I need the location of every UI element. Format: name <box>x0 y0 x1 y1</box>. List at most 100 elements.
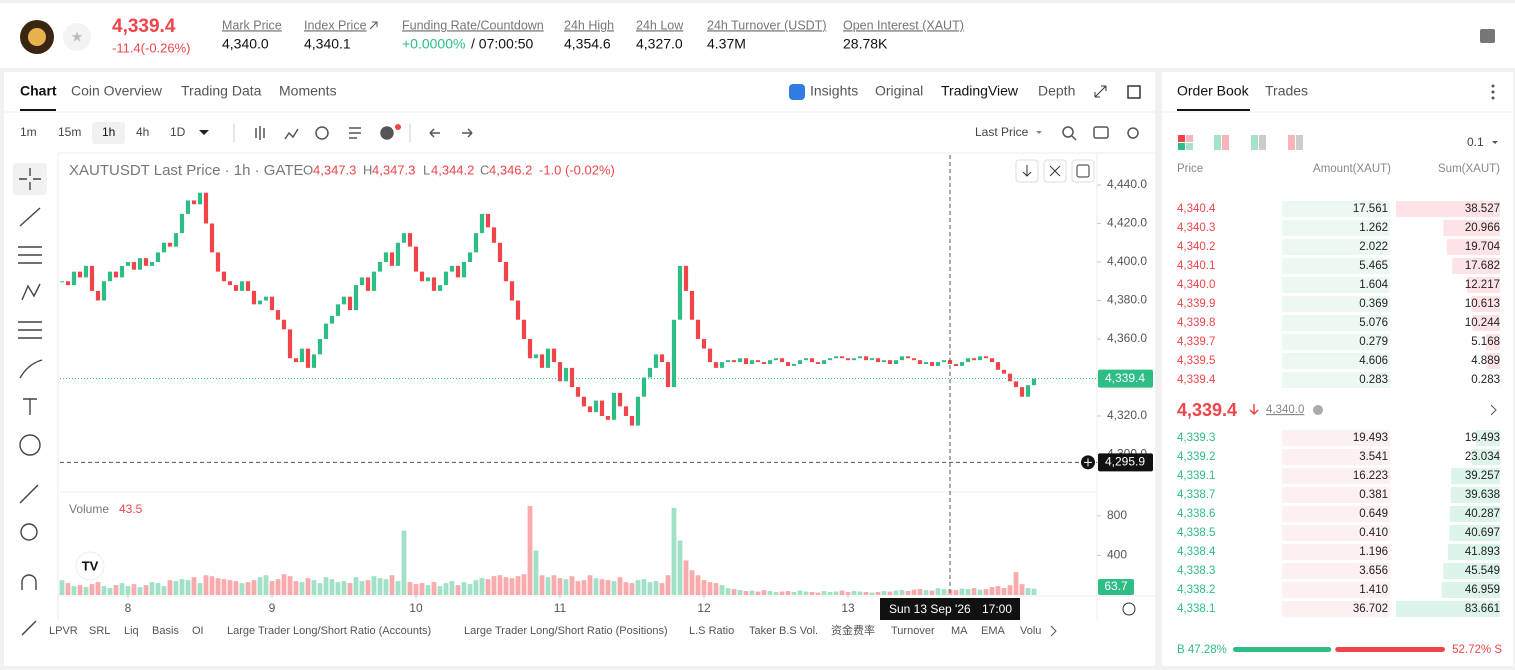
interval[interactable]: 1h <box>102 125 115 139</box>
volume-bar <box>383 579 389 595</box>
view-tab[interactable]: TradingView <box>941 83 1019 99</box>
dropdown-icon[interactable] <box>199 130 209 135</box>
indicator[interactable]: EMA <box>981 625 1006 637</box>
dropdown-icon[interactable] <box>1036 131 1042 134</box>
tv-logo <box>75 551 105 581</box>
stat-value: 28.78K <box>843 36 888 52</box>
indicator[interactable]: 资金费率 <box>831 623 875 637</box>
book-price[interactable]: 4,339.1 <box>1177 470 1215 482</box>
indicator[interactable]: Basis <box>152 625 179 637</box>
view-tab[interactable]: Original <box>875 83 923 99</box>
book-price[interactable]: 4,340.0 <box>1177 279 1215 291</box>
view-tab[interactable]: Depth <box>1038 83 1075 99</box>
candle <box>329 315 335 324</box>
book-price[interactable]: 4,338.6 <box>1177 508 1215 520</box>
view-tab[interactable]: Insights <box>810 83 858 99</box>
book-sum: 23.034 <box>1465 451 1501 463</box>
drawing-tools[interactable] <box>13 163 47 636</box>
book-price[interactable]: 4,338.5 <box>1177 527 1215 539</box>
notes-icon[interactable] <box>1480 29 1495 43</box>
indicator[interactable]: MA <box>951 625 968 637</box>
volume-bar <box>83 587 89 595</box>
book-price[interactable]: 4,338.2 <box>1177 584 1215 596</box>
volume-bar <box>317 583 323 595</box>
indicator[interactable]: Liq <box>124 625 139 637</box>
book-price[interactable]: 4,338.4 <box>1177 546 1216 558</box>
candle <box>455 265 461 278</box>
candle <box>89 265 95 291</box>
chart-tab[interactable]: Trading Data <box>181 83 262 99</box>
volume-bar <box>377 578 383 595</box>
volume-bar <box>761 590 767 595</box>
star-icon[interactable]: ★ <box>71 29 84 45</box>
indicator[interactable]: Taker B.S Vol. <box>749 625 818 637</box>
volume-bar <box>833 591 839 595</box>
chevron[interactable] <box>1490 404 1497 416</box>
indicator[interactable]: Large Trader Long/Short Ratio (Positions… <box>464 625 668 637</box>
candle <box>407 233 413 247</box>
book-price[interactable]: 4,339.3 <box>1177 432 1215 444</box>
book-price[interactable]: 4,339.7 <box>1177 336 1215 348</box>
book-price[interactable]: 4,340.2 <box>1177 241 1215 253</box>
menu-icon[interactable] <box>1491 84 1495 100</box>
book-view-icons[interactable] <box>1178 135 1303 150</box>
volume-bar <box>191 577 197 595</box>
chart-tab[interactable]: Chart <box>20 83 57 99</box>
book-price[interactable]: 4,339.2 <box>1177 451 1215 463</box>
book-price[interactable]: 4,339.9 <box>1177 298 1215 310</box>
book-price[interactable]: 4,339.5 <box>1177 355 1215 367</box>
x-tick-label: 12 <box>697 601 711 615</box>
mark-price: 4,340.0 <box>1266 404 1304 416</box>
interval[interactable]: 4h <box>136 125 149 139</box>
volume-bar <box>137 587 143 595</box>
candle <box>1007 373 1013 382</box>
book-sum: 39.638 <box>1465 489 1500 501</box>
chart-controls[interactable] <box>1015 159 1136 616</box>
book-price[interactable]: 4,340.3 <box>1177 222 1215 234</box>
interval[interactable]: 15m <box>58 125 81 139</box>
candle <box>395 242 401 266</box>
book-price[interactable]: 4,338.3 <box>1177 565 1215 577</box>
window-icon[interactable] <box>1127 85 1141 99</box>
volume-bar <box>677 540 683 595</box>
price-source[interactable]: Last Price <box>975 125 1029 139</box>
book-price[interactable]: 4,338.1 <box>1177 603 1215 615</box>
volume-bar <box>473 580 479 595</box>
fullscreen-icon[interactable] <box>1094 85 1107 98</box>
scroll-right[interactable] <box>1050 625 1057 637</box>
book-tab[interactable]: Order Book <box>1177 83 1250 99</box>
book-price[interactable]: 4,338.7 <box>1177 489 1215 501</box>
candle <box>935 362 941 366</box>
book-price[interactable]: 4,340.4 <box>1177 203 1216 215</box>
buy-ratio: B 47.28% <box>1177 644 1227 656</box>
volume-bar <box>275 579 281 595</box>
book-tab[interactable]: Trades <box>1265 83 1308 99</box>
book-sum: 17.682 <box>1465 260 1500 272</box>
indicator[interactable]: Turnover <box>891 625 935 637</box>
indicator[interactable]: OI <box>192 625 204 637</box>
book-price[interactable]: 4,340.1 <box>1177 260 1215 272</box>
volume-bar <box>1007 585 1013 595</box>
precision[interactable]: 0.1 <box>1467 135 1484 149</box>
indicator[interactable]: LPVR <box>49 625 78 637</box>
book-price[interactable]: 4,339.8 <box>1177 317 1215 329</box>
dropdown-icon[interactable] <box>1492 141 1498 144</box>
chart-tab[interactable]: Moments <box>279 83 337 99</box>
interval[interactable]: 1m <box>20 125 37 139</box>
book-price[interactable]: 4,339.4 <box>1177 374 1216 386</box>
amount-bg <box>1282 201 1390 217</box>
volume-bar <box>467 584 473 595</box>
indicator[interactable]: SRL <box>89 625 110 637</box>
interval[interactable]: 1D <box>170 125 186 139</box>
indicator[interactable]: Large Trader Long/Short Ratio (Accounts) <box>227 625 431 637</box>
plus-icon[interactable] <box>1084 458 1092 467</box>
chart-tab[interactable]: Coin Overview <box>71 83 163 99</box>
volume-bar <box>287 576 293 595</box>
favorite-button[interactable] <box>63 23 91 51</box>
volume-bar <box>959 588 965 595</box>
depth-bar <box>1450 487 1500 503</box>
indicator[interactable]: L.S Ratio <box>689 625 734 637</box>
indicator[interactable]: Volu <box>1020 625 1041 637</box>
book-amount: 1.196 <box>1359 546 1388 558</box>
volume-bar <box>653 581 659 595</box>
